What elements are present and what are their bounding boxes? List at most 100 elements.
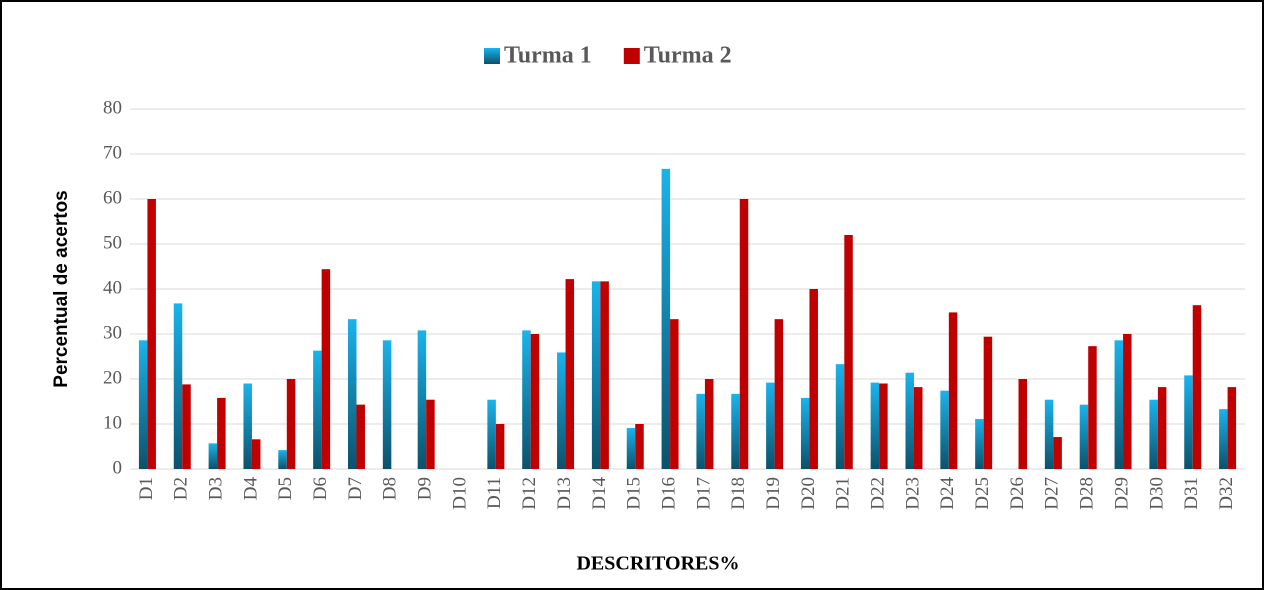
bar [208, 443, 218, 469]
bar [800, 397, 810, 469]
bar [948, 312, 958, 469]
x-tick-label: D5 [275, 477, 296, 500]
bar [1114, 340, 1124, 469]
bar [1149, 399, 1158, 469]
bar [1219, 409, 1228, 469]
x-tick-label: D29 [1111, 477, 1132, 510]
bar [313, 350, 322, 469]
bar [382, 340, 392, 469]
x-tick-label: D31 [1181, 477, 1202, 510]
x-tick-label: D32 [1216, 477, 1237, 510]
legend-label: Turma 2 [644, 43, 732, 69]
bar [670, 319, 679, 469]
x-tick-label: D6 [310, 477, 331, 500]
bar [495, 424, 505, 469]
x-tick-label: D7 [345, 477, 366, 500]
x-tick-label: D18 [728, 477, 749, 510]
y-tick-label: 40 [103, 277, 122, 298]
x-tick-label: D26 [1007, 477, 1028, 510]
bar [704, 379, 714, 469]
y-tick-label: 60 [103, 187, 122, 208]
x-tick-label: D3 [205, 477, 226, 500]
y-axis-title: Percentual de acertos [51, 190, 72, 387]
bar [591, 281, 601, 469]
legend-swatch [484, 48, 500, 64]
bar [870, 382, 880, 469]
x-tick-label: D15 [624, 477, 645, 510]
bar [879, 383, 888, 469]
bar [731, 393, 740, 469]
bar [138, 340, 148, 469]
bar [173, 303, 183, 469]
bar [286, 379, 296, 469]
bar [487, 399, 496, 469]
bar [251, 439, 261, 469]
x-tick-label: D14 [589, 477, 610, 510]
bar [217, 397, 226, 469]
bar [356, 404, 365, 469]
x-tick-label: D12 [519, 477, 540, 510]
x-tick-label: D13 [554, 477, 575, 510]
bar [905, 372, 914, 469]
bar [600, 281, 609, 469]
bar [940, 390, 949, 469]
y-tick-label: 50 [103, 232, 122, 253]
bar [835, 364, 845, 469]
x-tick-label: D21 [833, 477, 854, 510]
y-tick-label: 20 [103, 367, 122, 388]
y-tick-label: 80 [103, 97, 122, 118]
bar [766, 382, 775, 469]
bar [1088, 346, 1097, 469]
bar [1192, 305, 1202, 469]
x-tick-label: D22 [868, 477, 889, 510]
x-tick-label: D10 [449, 477, 470, 510]
legend-swatch [623, 48, 640, 64]
x-tick-label: D4 [240, 477, 261, 501]
bar [1227, 387, 1237, 469]
x-tick-label: D19 [763, 477, 784, 510]
bar [557, 352, 566, 469]
x-tick-label: D8 [380, 477, 401, 500]
bar [1157, 387, 1167, 469]
bar [913, 387, 923, 469]
bar [1044, 399, 1054, 469]
bar [739, 199, 749, 469]
x-tick-label: D20 [798, 477, 819, 510]
x-tick-label: D1 [136, 477, 157, 500]
bar [522, 330, 531, 469]
bar [147, 199, 156, 469]
y-tick-label: 10 [103, 412, 122, 433]
y-tick-label: 0 [113, 457, 123, 478]
x-tick-label: D17 [693, 477, 714, 510]
x-tick-label: D27 [1042, 477, 1063, 510]
bar [696, 393, 705, 469]
bar [565, 279, 575, 469]
bar [1053, 437, 1062, 469]
x-tick-label: D30 [1146, 477, 1167, 510]
bar [809, 289, 818, 469]
bar [182, 384, 191, 469]
bar [278, 450, 287, 469]
bar [530, 334, 540, 469]
bar [1184, 375, 1193, 469]
x-tick-label: D23 [902, 477, 923, 510]
x-tick-label: D24 [937, 477, 958, 510]
bar [321, 269, 331, 469]
bar [1079, 404, 1089, 469]
x-tick-label: D9 [415, 477, 436, 500]
bar [975, 419, 984, 469]
legend-label: Turma 1 [504, 43, 592, 69]
bar [635, 424, 644, 469]
bar [844, 235, 853, 469]
x-tick-label: D28 [1077, 477, 1098, 510]
bar [1123, 334, 1132, 469]
x-tick-label: D2 [171, 477, 192, 500]
bar [661, 168, 671, 469]
x-tick-label: D25 [972, 477, 993, 510]
x-axis-title: DESCRITORES% [576, 553, 739, 575]
bar [1018, 379, 1028, 469]
x-tick-label: D16 [658, 477, 679, 510]
bar [626, 428, 636, 469]
bar [417, 330, 427, 469]
